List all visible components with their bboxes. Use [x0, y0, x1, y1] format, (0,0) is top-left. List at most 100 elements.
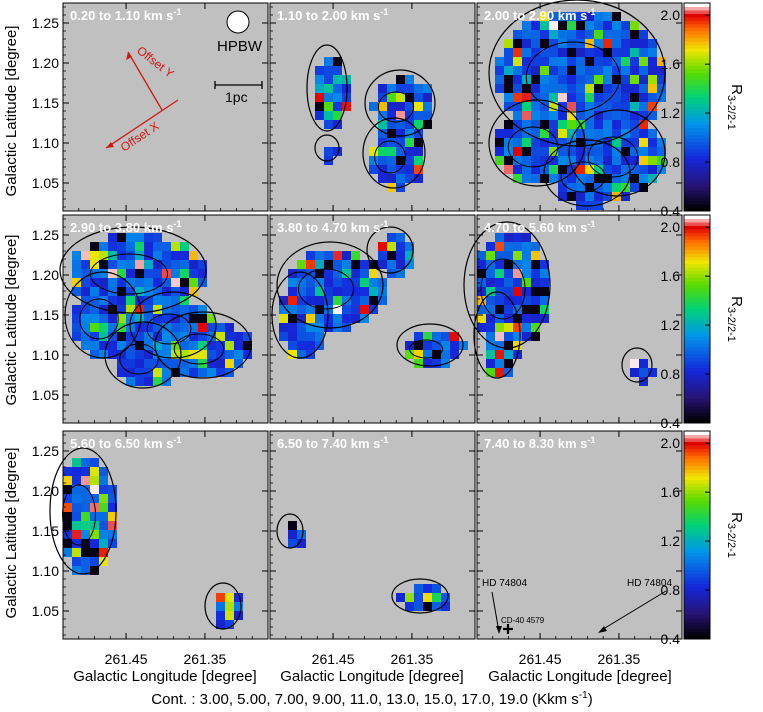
colorbar-segment	[684, 384, 710, 389]
colorbar-segment	[684, 569, 710, 574]
heatmap-cell	[297, 323, 306, 332]
heatmap-cell	[81, 548, 90, 557]
colorbar-tick-label: 0.4	[661, 415, 681, 431]
heatmap-cell	[162, 368, 171, 377]
heatmap-cell	[297, 260, 306, 269]
heatmap-cell	[513, 102, 522, 111]
colorbar-frame	[683, 430, 711, 640]
heatmap-cell	[90, 305, 99, 314]
heatmap-cell	[396, 111, 405, 120]
heatmap-cell	[549, 165, 558, 174]
heatmap-cell	[549, 102, 558, 111]
heatmap-cell	[612, 93, 621, 102]
heatmap-cell	[342, 287, 351, 296]
contour-line	[306, 44, 348, 132]
heatmap-cell	[594, 57, 603, 66]
heatmap-cell	[189, 251, 198, 260]
heatmap-cell	[99, 287, 108, 296]
colorbar-segment	[684, 416, 710, 421]
heatmap-cell	[198, 368, 207, 377]
heatmap-cell	[513, 314, 522, 323]
heatmap-cell	[99, 341, 108, 350]
heatmap-cell	[378, 296, 387, 305]
heatmap-cell	[540, 156, 549, 165]
heatmap-cell	[513, 233, 522, 242]
colorbar-segment	[684, 93, 710, 98]
heatmap-cell	[594, 12, 603, 21]
heatmap-cell	[72, 521, 81, 530]
heatmap-cell	[486, 341, 495, 350]
heatmap-cell	[81, 251, 90, 260]
heatmap-cell	[594, 147, 603, 156]
heatmap-cell	[504, 156, 513, 165]
heatmap-cell	[423, 84, 432, 93]
heatmap-cell	[333, 314, 342, 323]
heatmap-cell	[621, 165, 630, 174]
panel-label: 1.10 to 2.00 km s-1	[277, 7, 388, 23]
heatmap-cell	[99, 332, 108, 341]
heatmap-cell	[495, 66, 504, 75]
heatmap-cell	[162, 323, 171, 332]
heatmap-cell	[531, 30, 540, 39]
heatmap-cell	[81, 341, 90, 350]
heatmap-cell	[81, 287, 90, 296]
offset-y-arrowhead	[126, 52, 132, 60]
heatmap-cell	[603, 156, 612, 165]
heatmap-cell	[198, 323, 207, 332]
colorbar-segment	[684, 329, 710, 334]
heatmap-cell	[297, 332, 306, 341]
heatmap-cell	[108, 530, 117, 539]
heatmap-cell	[504, 57, 513, 66]
heatmap-cell	[162, 314, 171, 323]
colorbar-segment	[684, 503, 710, 508]
heatmap-cell	[108, 323, 117, 332]
heatmap-cells	[288, 521, 450, 611]
heatmap-cell	[72, 287, 81, 296]
heatmap-cell	[72, 494, 81, 503]
ticks	[476, 3, 682, 211]
contour-line	[396, 323, 464, 367]
heatmap-cell	[513, 251, 522, 260]
colorbar-segment	[684, 524, 710, 529]
heatmap-cell	[279, 323, 288, 332]
heatmap-cell	[90, 467, 99, 476]
colorbar-segment	[684, 312, 710, 317]
colorbar-segment	[684, 444, 710, 449]
heatmap-cell	[216, 359, 225, 368]
heatmap-cell	[567, 156, 576, 165]
heatmap-cell	[171, 323, 180, 332]
heatmap-cell	[288, 521, 297, 530]
heatmap-cell	[531, 260, 540, 269]
heatmap-cell	[495, 332, 504, 341]
heatmap-cell	[135, 332, 144, 341]
heatmap-cell	[360, 287, 369, 296]
colorbar-segment	[684, 228, 710, 233]
colorbar-segment	[684, 138, 710, 143]
ticks: 1.05 1.10 1.15 1.20 1.25	[32, 3, 268, 211]
heatmap-cell	[423, 350, 432, 359]
heatmap-cell	[315, 84, 324, 93]
heatmap-cell	[522, 332, 531, 341]
x-axis-title-2: Galactic Longitude [degree]	[280, 668, 463, 685]
heatmap-cell	[90, 494, 99, 503]
heatmap-cell	[630, 183, 639, 192]
heatmap-cell	[549, 12, 558, 21]
panel-label-text: 2.90 to 3.80 km s	[70, 220, 173, 235]
heatmap-cell	[549, 66, 558, 75]
y-axis-title-1: Galactic Latitude [degree]	[3, 26, 20, 197]
heatmap-cell	[405, 75, 414, 84]
panel-label-sup: -1	[380, 435, 388, 445]
heatmap-cell	[648, 368, 657, 377]
panel-label: 2.90 to 3.80 km s-1	[70, 219, 181, 235]
heatmap-cell	[639, 165, 648, 174]
colorbar-segment	[684, 148, 710, 153]
contour-line	[525, 41, 621, 113]
heatmap-cell	[603, 66, 612, 75]
heatmap-cell	[81, 269, 90, 278]
heatmap-cell	[369, 156, 378, 165]
colorbar-tick-label: 0.8	[661, 582, 681, 598]
heatmap-cell	[378, 129, 387, 138]
heatmap-cell	[585, 39, 594, 48]
heatmap-cell	[108, 314, 117, 323]
heatmap-cell	[495, 233, 504, 242]
